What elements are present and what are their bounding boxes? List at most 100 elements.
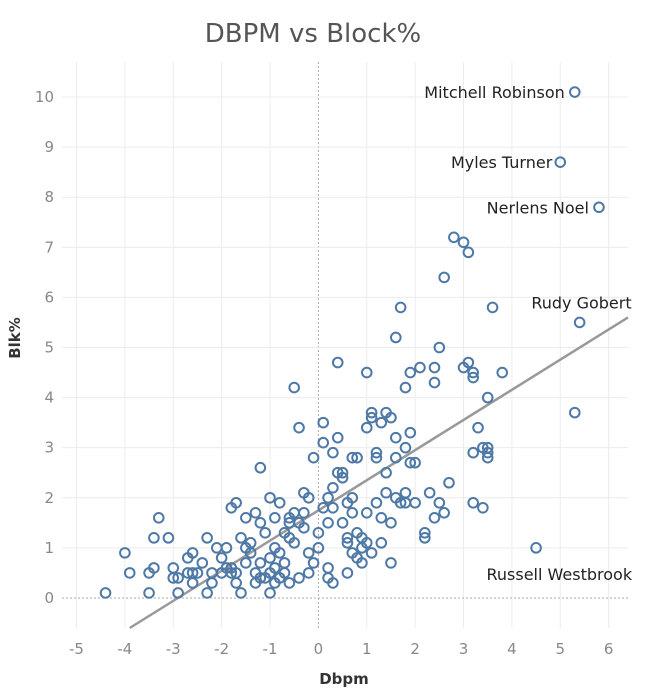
- data-point: [298, 506, 310, 519]
- data-point: [341, 567, 354, 579]
- data-point: [264, 552, 276, 564]
- data-point: [235, 532, 247, 544]
- x-tick-label: 2: [410, 640, 420, 658]
- x-tick-label: 1: [362, 640, 372, 658]
- data-point: [380, 486, 392, 499]
- data-point: [467, 371, 479, 384]
- data-point: [172, 572, 184, 584]
- y-tick-label: 9: [44, 138, 54, 156]
- data-point: [322, 562, 334, 574]
- data-point: [273, 547, 286, 559]
- data-point: [462, 356, 475, 369]
- data-point: [240, 557, 252, 569]
- data-point: [167, 572, 180, 584]
- data-point: [341, 537, 354, 549]
- data-point: [472, 421, 484, 434]
- data-point: [433, 496, 446, 509]
- data-point: [419, 532, 431, 544]
- data-point: [438, 271, 450, 284]
- data-point: [302, 567, 315, 579]
- data-point: [259, 527, 271, 539]
- data-point: [312, 542, 325, 554]
- x-tick-label: 6: [604, 640, 614, 658]
- data-point: [467, 496, 479, 509]
- data-point: [317, 436, 330, 449]
- data-point: [486, 301, 499, 314]
- y-tick-label: 8: [44, 188, 54, 206]
- data-point: [302, 547, 315, 559]
- data-point: [191, 567, 204, 579]
- data-point: [389, 451, 402, 464]
- x-tick-label: 5: [556, 640, 566, 658]
- data-point: [322, 491, 334, 504]
- data-point: [409, 456, 421, 469]
- data-point: [351, 451, 363, 464]
- data-point: [288, 537, 301, 549]
- data-point: [254, 517, 267, 529]
- data-point: [331, 431, 344, 444]
- data-point: [438, 506, 450, 519]
- data-point: [365, 411, 378, 424]
- y-tick-label: 5: [44, 339, 54, 357]
- x-axis-title: Dbpm: [319, 670, 369, 688]
- data-point: [428, 512, 441, 524]
- x-tick-label: 4: [507, 640, 517, 658]
- data-point: [143, 587, 155, 599]
- data-point: [148, 562, 160, 574]
- data-point: [298, 522, 310, 534]
- data-point: [327, 446, 339, 459]
- chart-title: DBPM vs Block%: [205, 19, 421, 49]
- data-point: [341, 496, 354, 509]
- data-point: [404, 366, 417, 379]
- data-point: [385, 517, 397, 529]
- data-point: [186, 567, 199, 579]
- data-point: [283, 577, 296, 589]
- data-point: [394, 301, 407, 314]
- data-point: [477, 501, 489, 514]
- data-point: [399, 441, 412, 454]
- y-tick-label: 1: [44, 539, 54, 557]
- data-point: [327, 501, 339, 514]
- data-point: [317, 416, 330, 429]
- data-point: [375, 537, 388, 549]
- data-point: [172, 587, 184, 599]
- data-point: [443, 476, 455, 489]
- x-tick-label: 3: [459, 640, 469, 658]
- y-tick-label: 10: [35, 88, 54, 106]
- data-point: [312, 527, 325, 539]
- y-tick-label: 7: [44, 238, 54, 256]
- data-point: [399, 381, 412, 394]
- data-point: [278, 557, 291, 569]
- data-point: [119, 547, 131, 559]
- data-point: [360, 506, 373, 519]
- data-point: [481, 391, 494, 404]
- y-tick-label: 4: [44, 389, 54, 407]
- data-point: [414, 361, 426, 374]
- data-point: [186, 577, 199, 589]
- data-point: [327, 481, 339, 494]
- x-tick-label: -3: [166, 640, 181, 658]
- data-point: [249, 506, 262, 519]
- data-point: [317, 501, 330, 514]
- data-point: [380, 466, 392, 479]
- data-point: [225, 567, 238, 579]
- y-axis-title: Blk%: [6, 317, 24, 359]
- data-point: [230, 496, 242, 509]
- data-point: [462, 246, 475, 259]
- data-point: [394, 496, 407, 509]
- data-point: [322, 517, 334, 529]
- annotation-label: Nerlens Noel: [487, 198, 589, 217]
- data-point: [264, 491, 276, 504]
- data-point: [360, 366, 373, 379]
- data-point: [269, 512, 281, 524]
- data-point: [196, 557, 209, 569]
- data-point: [423, 486, 436, 499]
- data-point: [554, 156, 567, 168]
- data-point: [336, 466, 349, 479]
- data-point: [370, 446, 383, 459]
- data-point: [481, 446, 494, 459]
- data-point: [215, 552, 228, 564]
- x-tick-label: -4: [117, 640, 132, 658]
- data-point: [399, 496, 412, 509]
- data-point: [360, 421, 373, 434]
